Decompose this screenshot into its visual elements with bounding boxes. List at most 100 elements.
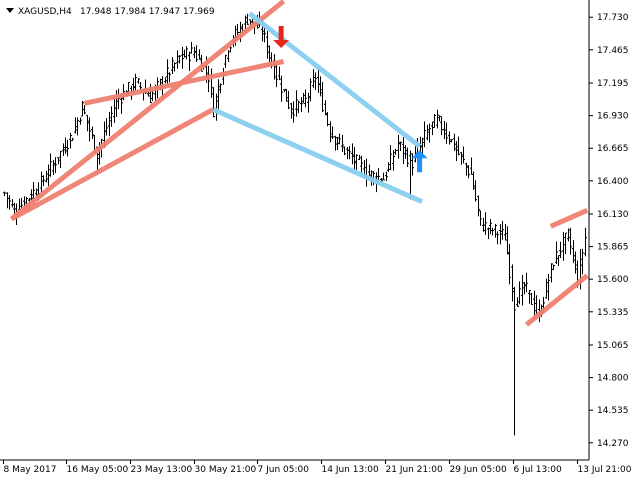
ohlc-bar (377, 167, 380, 181)
x-tick-label: 21 Jun 21:00 (386, 465, 443, 475)
ohlc-bar (52, 159, 55, 175)
ohlc-bar (132, 77, 135, 92)
ohlc-bar (105, 118, 108, 136)
ohlc-bar (76, 117, 79, 136)
ohlc-bar (564, 232, 567, 255)
ohlc-bar (574, 251, 577, 274)
ohlc-bar (567, 228, 570, 242)
ohlc-bar (181, 46, 184, 69)
ohlc-bar (559, 241, 562, 259)
ohlc-bar (217, 79, 220, 109)
ohlc-bar (443, 120, 446, 140)
ohlc-bar (355, 154, 358, 170)
ohlc-bar (368, 164, 371, 177)
channel-line-red[interactable] (549, 208, 589, 229)
y-tick-label: 14.800 (597, 374, 629, 384)
ohlc-bar (433, 113, 436, 128)
ohlc-values-label: 17.948 17.984 17.947 17.969 (80, 7, 215, 17)
ohlc-bar (436, 109, 439, 129)
channel-line-blue[interactable] (212, 107, 424, 204)
channel-line-blue[interactable] (248, 11, 422, 149)
ohlc-bar (8, 195, 11, 210)
channel-lines (9, 0, 589, 327)
ohlc-bar (581, 248, 584, 275)
ohlc-bar (562, 232, 565, 261)
ohlc-bar (219, 83, 222, 94)
ohlc-bar (47, 164, 50, 186)
ohlc-bar (54, 157, 57, 174)
ohlc-bar (382, 172, 385, 181)
y-tick-label: 16.130 (597, 210, 629, 220)
ohlc-bar (13, 202, 16, 215)
ohlc-bar (484, 212, 487, 235)
ohlc-bar (513, 286, 516, 436)
channel-line-red[interactable] (9, 0, 286, 221)
ohlc-bar (287, 90, 290, 110)
y-tick-label: 17.465 (597, 46, 629, 56)
ohlc-bar (88, 117, 91, 142)
ohlc-bar (198, 49, 201, 60)
channel-line-red[interactable] (524, 273, 589, 327)
ohlc-bar (166, 59, 169, 85)
ohlc-bar (74, 117, 77, 134)
buy-arrow-icon[interactable] (411, 150, 428, 173)
ohlc-bar (227, 50, 230, 63)
ohlc-bar (411, 153, 414, 176)
ohlc-bar (309, 78, 312, 102)
ohlc-bar (448, 131, 451, 145)
dropdown-triangle-icon[interactable] (6, 8, 14, 13)
ohlc-bar (20, 197, 23, 210)
x-tick-label: 6 Jul 13:00 (514, 465, 563, 475)
ohlc-bar (428, 123, 431, 143)
ohlc-bar (30, 189, 33, 201)
ohlc-bar (319, 76, 322, 97)
ohlc-bar (266, 30, 269, 59)
sell-arrow-icon[interactable] (273, 25, 290, 48)
channel-line-red[interactable] (83, 59, 285, 106)
ohlc-bar (521, 274, 524, 306)
y-tick-label: 15.865 (597, 243, 629, 253)
x-tick-label: 29 Jun 05:00 (450, 465, 507, 475)
ohlc-bar (57, 157, 60, 165)
ohlc-bar (467, 165, 470, 179)
ohlc-bar (438, 115, 441, 122)
y-tick-label: 17.195 (597, 79, 629, 89)
ohlc-bar (329, 121, 332, 143)
ohlc-bar (283, 89, 286, 93)
ohlc-bar (491, 227, 494, 236)
ohlc-bar (108, 112, 111, 137)
ohlc-bar (399, 141, 402, 151)
x-tick-label: 16 May 05:00 (67, 465, 129, 475)
signal-arrows (273, 25, 428, 173)
ohlc-bar (402, 137, 405, 165)
ohlc-bar (178, 55, 181, 64)
ohlc-bar (71, 138, 74, 142)
ohlc-bar (351, 143, 354, 165)
x-tick-label: 13 Jul 21:00 (578, 465, 632, 475)
ohlc-bar (489, 219, 492, 235)
ohlc-bar (572, 239, 575, 264)
symbol-timeframe-label: XAGUSD,H4 (18, 7, 72, 17)
ohlc-bar (545, 278, 548, 299)
ohlc-bar (474, 180, 477, 202)
ohlc-bar (397, 134, 400, 159)
ohlc-bar (285, 88, 288, 102)
ohlc-bar (426, 124, 429, 141)
ohlc-bar (423, 121, 426, 148)
ohlc-bar (552, 264, 555, 271)
ohlc-bar (275, 64, 278, 88)
ohlc-bar (338, 133, 341, 145)
x-tick-label: 8 May 2017 (4, 465, 57, 475)
ohlc-bar (353, 147, 356, 170)
ohlc-bar (49, 153, 52, 177)
ohlc-bar (195, 45, 198, 62)
ohlc-bar (69, 132, 72, 149)
ohlc-bar (479, 210, 482, 226)
ohlc-bar (83, 105, 86, 115)
ohlc-bar (331, 126, 334, 139)
ohlc-bar (62, 143, 65, 156)
ohlc-bar (569, 227, 572, 255)
channel-line-red[interactable] (10, 107, 215, 222)
